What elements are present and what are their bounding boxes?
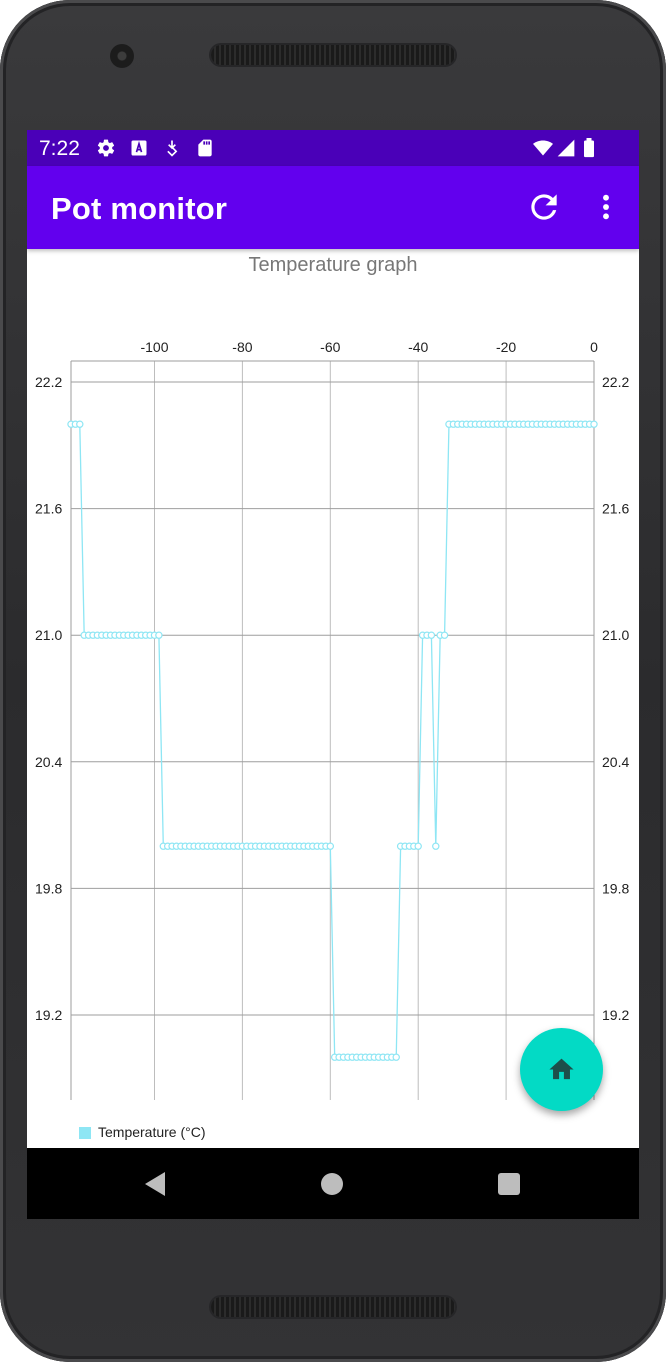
battery-icon xyxy=(584,138,594,158)
accessibility-a-icon xyxy=(131,140,147,156)
status-time: 7:22 xyxy=(39,137,80,160)
x-tick-label: -80 xyxy=(232,339,252,355)
y-tick-label-right: 21.6 xyxy=(602,501,629,517)
y-tick-label-left: 21.0 xyxy=(35,627,62,643)
chart-title: Temperature graph xyxy=(248,254,418,276)
temperature-data-point xyxy=(414,842,422,850)
y-tick-label-right: 20.4 xyxy=(602,754,629,770)
y-tick-label-left: 20.4 xyxy=(35,754,62,770)
settings-icon xyxy=(97,139,115,157)
y-tick-label-right: 21.0 xyxy=(602,627,629,643)
y-tick-label-right: 19.8 xyxy=(602,880,629,896)
device-screen: 7:22 xyxy=(27,130,639,1219)
y-tick-label-right: 22.2 xyxy=(602,374,629,390)
y-tick-label-left: 21.6 xyxy=(35,501,62,517)
temperature-data-point xyxy=(440,631,449,639)
download-arrow-icon xyxy=(167,140,178,157)
y-tick-label-left: 22.2 xyxy=(35,374,62,390)
temperature-data-point xyxy=(76,420,84,428)
bottom-speaker xyxy=(211,1297,455,1317)
x-tick-label: -60 xyxy=(320,339,340,355)
temperature-data-point xyxy=(392,1053,400,1061)
back-icon[interactable] xyxy=(143,1171,167,1197)
temperature-data-point xyxy=(326,842,335,850)
y-tick-label-right: 19.2 xyxy=(602,1007,629,1023)
app-bar: Pot monitor xyxy=(27,166,639,249)
y-tick-label-left: 19.8 xyxy=(35,880,62,896)
x-tick-label: -100 xyxy=(140,339,168,355)
app-title: Pot monitor xyxy=(51,191,228,226)
legend-swatch xyxy=(79,1127,91,1139)
signal-icon xyxy=(557,139,575,157)
x-tick-label: 0 xyxy=(590,339,598,355)
x-tick-label: -40 xyxy=(408,339,428,355)
temperature-data-point xyxy=(155,631,163,639)
temperature-data-point xyxy=(590,420,598,428)
temperature-line-chart[interactable]: -100 -80 -60 -40 -20 0 22.2 22.2 21.6 21.6 21.0 21.… xyxy=(27,320,639,1120)
temperature-data-point xyxy=(432,842,440,850)
earpiece-speaker xyxy=(211,45,455,65)
home-fab-button[interactable] xyxy=(520,1028,603,1111)
home-icon xyxy=(549,1058,574,1080)
more-vert-icon[interactable] xyxy=(590,188,622,226)
y-tick-label-left: 19.2 xyxy=(35,1007,62,1023)
sd-card-icon xyxy=(198,139,212,157)
legend-label: Temperature (°C) xyxy=(98,1124,206,1140)
wifi-icon xyxy=(533,140,553,156)
navigation-bar xyxy=(27,1148,639,1219)
x-tick-label: -20 xyxy=(496,339,516,355)
home-circle-icon[interactable] xyxy=(321,1173,343,1195)
front-camera xyxy=(110,44,134,68)
recent-apps-icon[interactable] xyxy=(498,1173,520,1195)
temperature-data-point xyxy=(427,631,436,639)
temperature-series-line xyxy=(71,423,594,1058)
status-bar: 7:22 xyxy=(27,130,639,166)
refresh-icon[interactable] xyxy=(525,188,563,226)
